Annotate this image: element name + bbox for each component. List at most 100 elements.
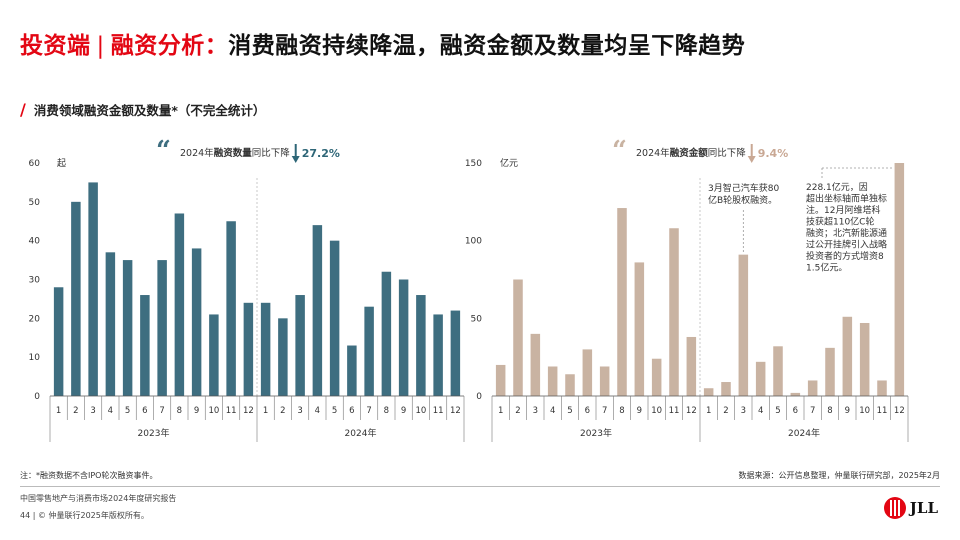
- x-group-label: 2024年: [788, 427, 820, 439]
- x-tick-label: 9: [194, 406, 199, 416]
- bar: [807, 380, 818, 396]
- x-tick-label: 12: [450, 406, 461, 416]
- x-tick-label: 10: [651, 406, 662, 416]
- x-tick-label: 7: [366, 406, 371, 416]
- bar: [122, 260, 133, 396]
- accent-slash-icon: /: [20, 100, 26, 119]
- x-tick-label: 4: [108, 406, 113, 416]
- bar: [825, 347, 835, 396]
- bar: [209, 314, 219, 396]
- annotation-line: 过公开挂牌引入战略: [806, 239, 887, 251]
- annotation-line: 228.1亿元，因: [806, 181, 868, 193]
- x-tick-label: 5: [125, 406, 130, 416]
- bar: [278, 318, 288, 396]
- copyright: 44 | © 仲量联行2025年版权所有。: [20, 511, 149, 520]
- bar: [755, 361, 766, 396]
- x-tick-label: 2: [723, 406, 728, 416]
- bar: [53, 287, 64, 396]
- x-tick-label: 6: [349, 406, 354, 416]
- callout-change: 9.4%: [758, 147, 789, 160]
- x-tick-label: 5: [775, 406, 780, 416]
- bar: [530, 333, 541, 396]
- logo-text: JLL: [909, 499, 938, 517]
- bar: [790, 392, 801, 396]
- y-tick-label: 150: [465, 159, 482, 169]
- bar: [312, 225, 323, 396]
- bar: [738, 254, 749, 396]
- annotation-line: 亿B轮股权融资。: [708, 194, 777, 206]
- title-separator: |: [96, 33, 105, 59]
- x-tick-label: 8: [384, 406, 389, 416]
- y-tick-label: 60: [29, 159, 41, 169]
- bar: [295, 295, 305, 396]
- x-tick-label: 10: [859, 406, 870, 416]
- callout-change: 27.2%: [302, 147, 340, 160]
- quote-icon: “: [612, 136, 627, 166]
- x-tick-label: 12: [243, 406, 254, 416]
- bar: [433, 314, 443, 396]
- bar: [686, 336, 697, 396]
- bar: [105, 252, 116, 396]
- bar: [703, 388, 714, 396]
- annotation-line: 技获超110亿C轮: [806, 216, 874, 228]
- bar: [226, 221, 236, 396]
- annotation-line: 注。12月阿维塔科: [806, 204, 880, 216]
- bar: [634, 262, 645, 396]
- x-tick-label: 9: [401, 406, 406, 416]
- bar: [398, 279, 409, 396]
- x-tick-label: 2: [280, 406, 285, 416]
- bar: [547, 366, 558, 396]
- x-tick-label: 5: [567, 406, 572, 416]
- down-arrow-head-icon: [291, 156, 300, 163]
- bar: [651, 358, 662, 396]
- x-tick-label: 11: [877, 406, 888, 416]
- y-tick-label: 0: [476, 392, 482, 402]
- x-group-label: 2023年: [580, 427, 612, 439]
- x-tick-label: 3: [90, 406, 95, 416]
- x-tick-label: 1: [706, 406, 711, 416]
- data-source: 数据来源：公开信息整理，仲量联行研究部，2025年2月: [738, 471, 940, 480]
- x-tick-label: 8: [619, 406, 624, 416]
- report-name: 中国零售地产与消费市场2024年度研究报告: [20, 494, 177, 503]
- quote-icon: “: [156, 136, 171, 166]
- x-group-label: 2024年: [345, 427, 377, 439]
- bar: [381, 271, 392, 396]
- x-tick-label: 12: [686, 406, 697, 416]
- callout-plain-text: 同比下降: [252, 147, 291, 159]
- y-tick-label: 30: [29, 276, 41, 286]
- x-tick-label: 8: [827, 406, 832, 416]
- annotation-line: 投资者的方式增资8: [806, 250, 884, 262]
- jll-logo-icon: [883, 497, 906, 519]
- x-tick-label: 8: [177, 406, 182, 416]
- x-tick-label: 1: [263, 406, 268, 416]
- bar: [669, 228, 679, 396]
- bar: [450, 310, 461, 396]
- bar: [191, 248, 202, 396]
- bar: [140, 295, 150, 396]
- bar: [260, 302, 271, 396]
- x-tick-label: 9: [845, 406, 850, 416]
- x-tick-label: 10: [208, 406, 219, 416]
- chart-subtitle: / 消费领域融资金额及数量*（不完全统计）: [20, 100, 265, 119]
- bar: [416, 295, 426, 396]
- y-tick-label: 50: [471, 314, 483, 324]
- bar: [721, 382, 731, 396]
- annotation-december: 228.1亿元，因超出坐标轴而单独标注。12月阿维塔科技获超110亿C轮融资；北…: [806, 181, 887, 274]
- x-tick-label: 2: [73, 406, 78, 416]
- bar: [877, 380, 887, 396]
- y-tick-label: 100: [465, 237, 482, 247]
- callout-text: 2024年融资金额同比下降: [636, 147, 746, 159]
- x-tick-label: 2: [515, 406, 520, 416]
- x-tick-label: 12: [894, 406, 905, 416]
- x-tick-label: 4: [315, 406, 320, 416]
- x-tick-label: 9: [637, 406, 642, 416]
- down-arrow-head-icon: [747, 156, 756, 163]
- bar: [347, 345, 357, 396]
- callout-bold-text: 融资数量: [214, 147, 253, 159]
- y-tick-label: 10: [29, 353, 41, 363]
- callout-bold-text: 融资金额: [670, 147, 709, 159]
- callout-plain-text: 同比下降: [708, 147, 747, 159]
- annotation-line: 1.5亿元。: [806, 262, 847, 274]
- bar: [842, 316, 853, 396]
